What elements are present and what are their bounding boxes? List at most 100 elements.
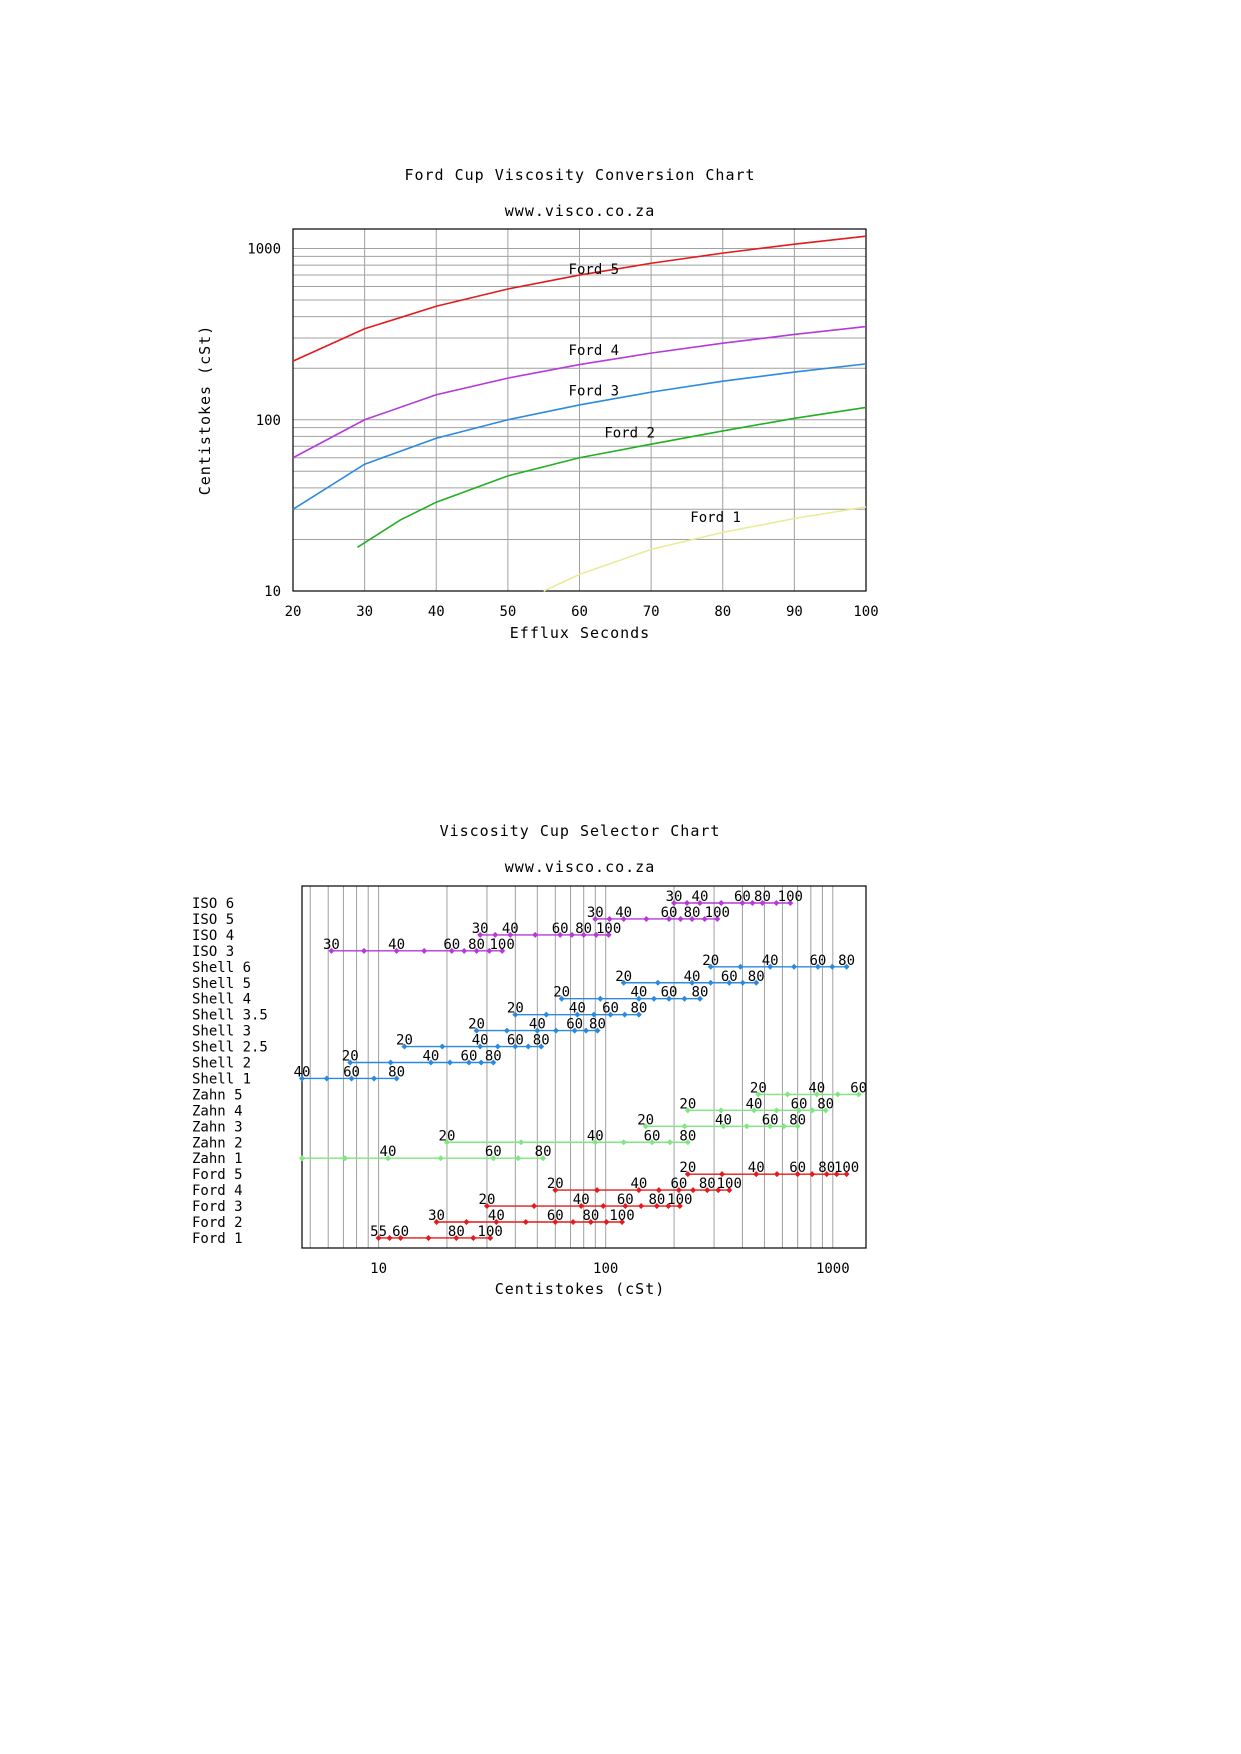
seconds-label: 80 (468, 937, 485, 953)
seconds-label: 40 (684, 969, 701, 985)
range-point (696, 995, 703, 1002)
seconds-label: 100 (490, 937, 515, 953)
seconds-label: 30 (323, 937, 340, 953)
seconds-label: 30 (472, 921, 489, 937)
range-point (620, 979, 627, 986)
seconds-label: 20 (750, 1080, 767, 1096)
chart2-subtitle: www.visco.co.za (505, 858, 655, 876)
seconds-label: 40 (746, 1096, 763, 1112)
seconds-label: 20 (637, 1112, 654, 1128)
x-tick-label: 10 (370, 1261, 387, 1277)
chart1-ylabel: Centistokes (cSt) (196, 325, 214, 496)
seconds-label: 100 (609, 1208, 634, 1224)
range-point (689, 979, 696, 986)
range-marker (829, 963, 836, 970)
range-point (649, 1139, 656, 1146)
chart1-xlabel: Efflux Seconds (510, 624, 650, 642)
row-label: Ford 1 (192, 1231, 243, 1247)
range-marker (361, 947, 368, 954)
range-point (490, 1155, 497, 1162)
seconds-label: 80 (648, 1192, 665, 1208)
range-point (493, 1219, 500, 1225)
row-label: Ford 2 (192, 1215, 243, 1231)
seconds-label: 30 (587, 905, 604, 921)
range-marker (583, 1027, 590, 1034)
seconds-label: 20 (615, 969, 632, 985)
range-point (473, 1027, 480, 1034)
range-point (622, 1203, 629, 1210)
range-point (299, 1155, 305, 1162)
range-marker (486, 947, 493, 954)
chart1-plot: 20 30 40 50 60 70 80 90 100 10 100 1000 Ford 5 Ford 4… (247, 228, 879, 620)
range-point (540, 1155, 547, 1162)
seconds-label: 20 (553, 985, 570, 1001)
range-point (483, 1203, 490, 1210)
range-marker (773, 1107, 780, 1114)
range-point (443, 1139, 450, 1146)
range-marker (739, 979, 746, 986)
seconds-label: 60 (552, 921, 569, 937)
seconds-label: 60 (670, 1176, 687, 1192)
row-label: Shell 2.5 (192, 1040, 268, 1056)
range-point (557, 931, 564, 938)
range-marker (681, 995, 688, 1002)
range-point (571, 1027, 578, 1034)
seconds-label: 60 (721, 969, 738, 985)
range-marker (690, 1187, 697, 1194)
range-marker (515, 1155, 522, 1162)
row-label: Ford 5 (192, 1167, 243, 1183)
range-marker (791, 963, 798, 970)
seconds-label: 40 (630, 985, 647, 1001)
series-label: Ford 3 (569, 384, 620, 400)
seconds-label: 60 (661, 905, 678, 921)
range-point (587, 1219, 594, 1225)
x-tick-label: 90 (786, 604, 803, 620)
seconds-label: 80 (533, 1033, 550, 1049)
range-point (490, 1059, 497, 1066)
range-marker (684, 900, 691, 906)
range-point (328, 947, 335, 954)
x-tick-label: 50 (499, 604, 516, 620)
range-point (671, 900, 678, 906)
seconds-label: 80 (485, 1049, 502, 1065)
row-label: ISO 6 (192, 896, 234, 912)
seconds-label: 40 (748, 1160, 765, 1176)
x-tick-label: 1000 (816, 1261, 850, 1277)
range-point (512, 1043, 519, 1050)
range-point (507, 931, 514, 938)
seconds-label: 40 (630, 1176, 647, 1192)
range-marker (463, 1219, 470, 1225)
series-line (357, 406, 867, 548)
seconds-label: 20 (396, 1033, 413, 1049)
range-point (375, 1234, 382, 1241)
range-point (759, 900, 766, 906)
range-point (477, 1043, 484, 1050)
range-marker (552, 1027, 559, 1034)
range-point (473, 947, 480, 954)
seconds-label: 80 (535, 1144, 552, 1160)
range-point (753, 1171, 760, 1178)
seconds-label: 60 (850, 1080, 867, 1096)
seconds-label: 60 (392, 1224, 409, 1240)
range-point (393, 1075, 400, 1082)
y-tick-label: 1000 (247, 242, 281, 258)
range-marker (594, 1187, 601, 1194)
range-marker (809, 1171, 816, 1178)
seconds-label: 20 (479, 1192, 496, 1208)
seconds-label: 60 (791, 1096, 808, 1112)
seconds-label: 40 (529, 1017, 546, 1033)
range-point (666, 915, 673, 922)
row-label: Zahn 2 (192, 1135, 243, 1151)
seconds-label: 20 (702, 953, 719, 969)
range-point (855, 1091, 862, 1098)
seconds-label: 80 (630, 1001, 647, 1017)
range-point (433, 1219, 440, 1225)
row-label: ISO 3 (192, 944, 234, 960)
range-marker (371, 1075, 378, 1082)
range-marker (387, 1059, 394, 1066)
seconds-label: 100 (778, 889, 803, 905)
seconds-label: 55 (370, 1224, 387, 1240)
x-tick-label: 80 (714, 604, 731, 620)
range-point (580, 931, 587, 938)
seconds-label: 40 (587, 1128, 604, 1144)
